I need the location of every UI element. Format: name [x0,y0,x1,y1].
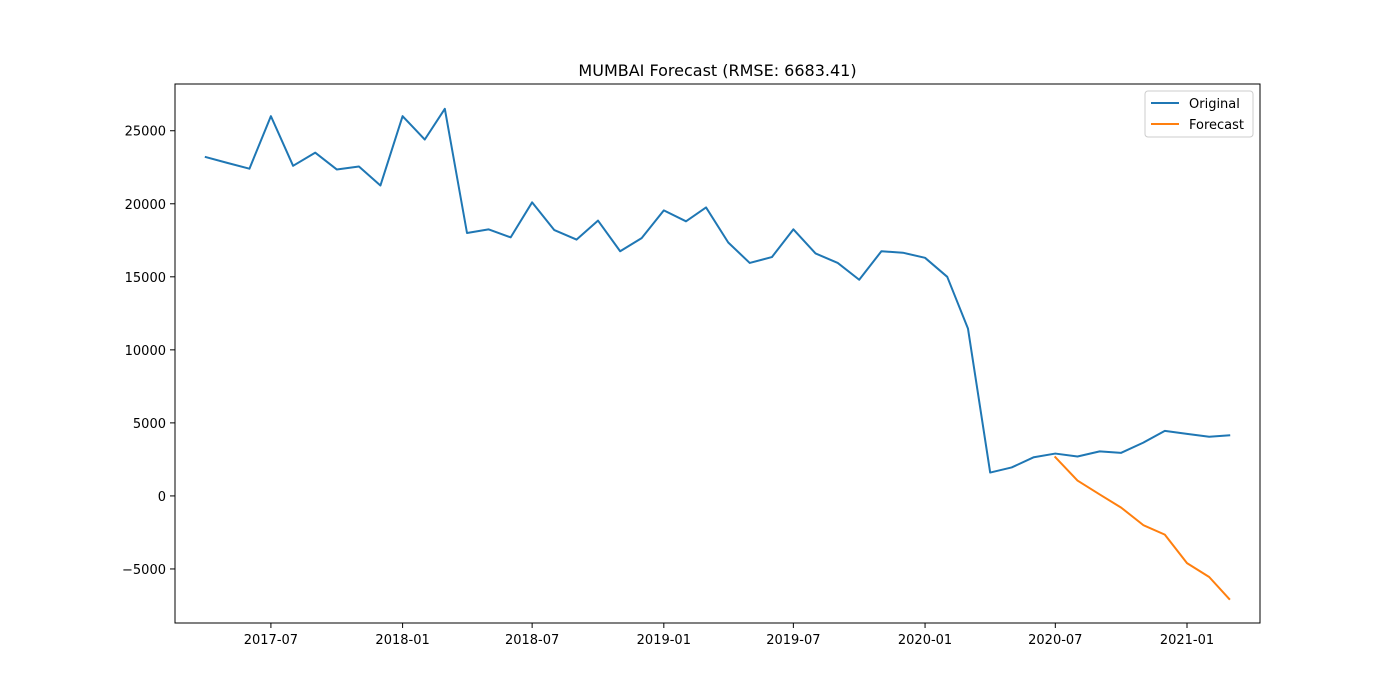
chart-title: MUMBAI Forecast (RMSE: 6683.41) [578,61,856,80]
x-tick-label: 2018-01 [375,633,429,648]
series-line-original [204,107,1231,474]
legend-label-original: Original [1189,97,1240,112]
x-tick-label: 2020-07 [1028,633,1082,648]
legend: Original Forecast [1144,90,1254,138]
y-tick-label: −5000 [122,563,166,578]
y-axis: −5000 0 5000 10000 15000 20000 25000 [122,125,175,578]
y-tick-label: 15000 [125,271,166,286]
series-line-forecast [1053,455,1231,601]
legend-label-forecast: Forecast [1189,118,1244,133]
x-tick-label: 2017-07 [244,633,298,648]
y-tick-label: 20000 [125,198,166,213]
x-axis: 2017-07 2018-01 2018-07 2019-01 2019-07 2020-… [244,623,1214,648]
y-tick-label: 25000 [125,125,166,140]
x-tick-label: 2020-01 [898,633,952,648]
x-tick-label: 2019-07 [766,633,820,648]
x-tick-label: 2019-01 [637,633,691,648]
x-tick-label: 2021-01 [1160,633,1214,648]
y-tick-label: 5000 [133,417,166,432]
y-tick-label: 10000 [125,344,166,359]
y-tick-label: 0 [158,490,166,505]
x-tick-label: 2018-07 [505,633,559,648]
plot-area [204,107,1231,601]
axes-frame [174,83,1261,624]
